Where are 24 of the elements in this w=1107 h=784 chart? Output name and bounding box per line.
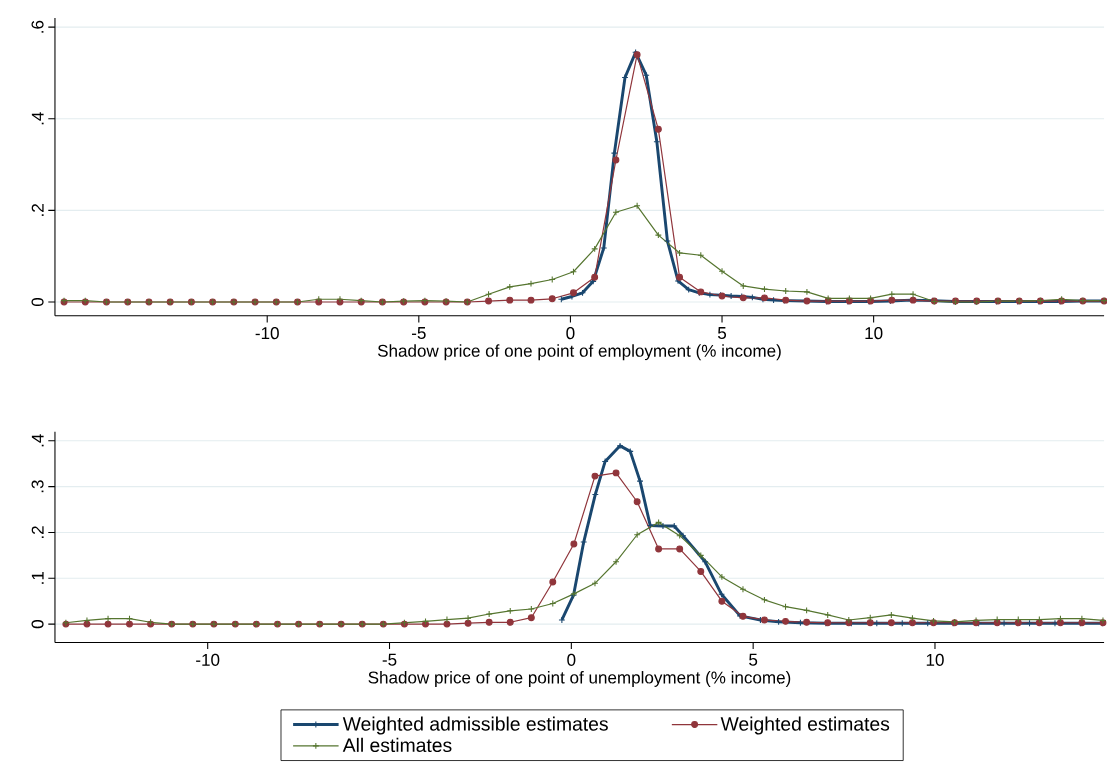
x-tick-label: 0 [566,326,575,340]
x-tick-label: -10 [255,326,279,340]
x-tick-label: -5 [382,653,397,666]
x-tick-label: 5 [717,326,727,339]
y-tick-label: .4 [31,111,44,125]
y-tick-label: 0 [31,619,44,629]
x-tick-label: 10 [865,326,883,340]
legend-label: All estimates [342,737,452,752]
x-tick-label: -10 [196,653,220,666]
y-tick-label: .1 [31,571,44,584]
legend-label: Weighted estimates [720,716,890,735]
x-tick-label: -5 [411,326,426,339]
x-tick-label: 5 [749,653,758,666]
legend-label: Weighted admissible estimates [342,716,608,735]
y-tick-label: .2 [31,526,44,538]
x-tick-label: 10 [926,653,944,666]
y-tick-label: .4 [31,434,44,447]
y-tick-label: .6 [31,20,44,33]
y-tick-label: 0 [31,297,44,306]
y-tick-label: .3 [31,480,44,493]
x-axis-title: Shadow price of one point of employment (% income) [377,344,781,361]
x-tick-label: 0 [567,653,576,666]
y-tick-label: .2 [31,203,44,216]
x-axis-title: Shadow price of one point of unemployment (% income) [368,670,791,687]
